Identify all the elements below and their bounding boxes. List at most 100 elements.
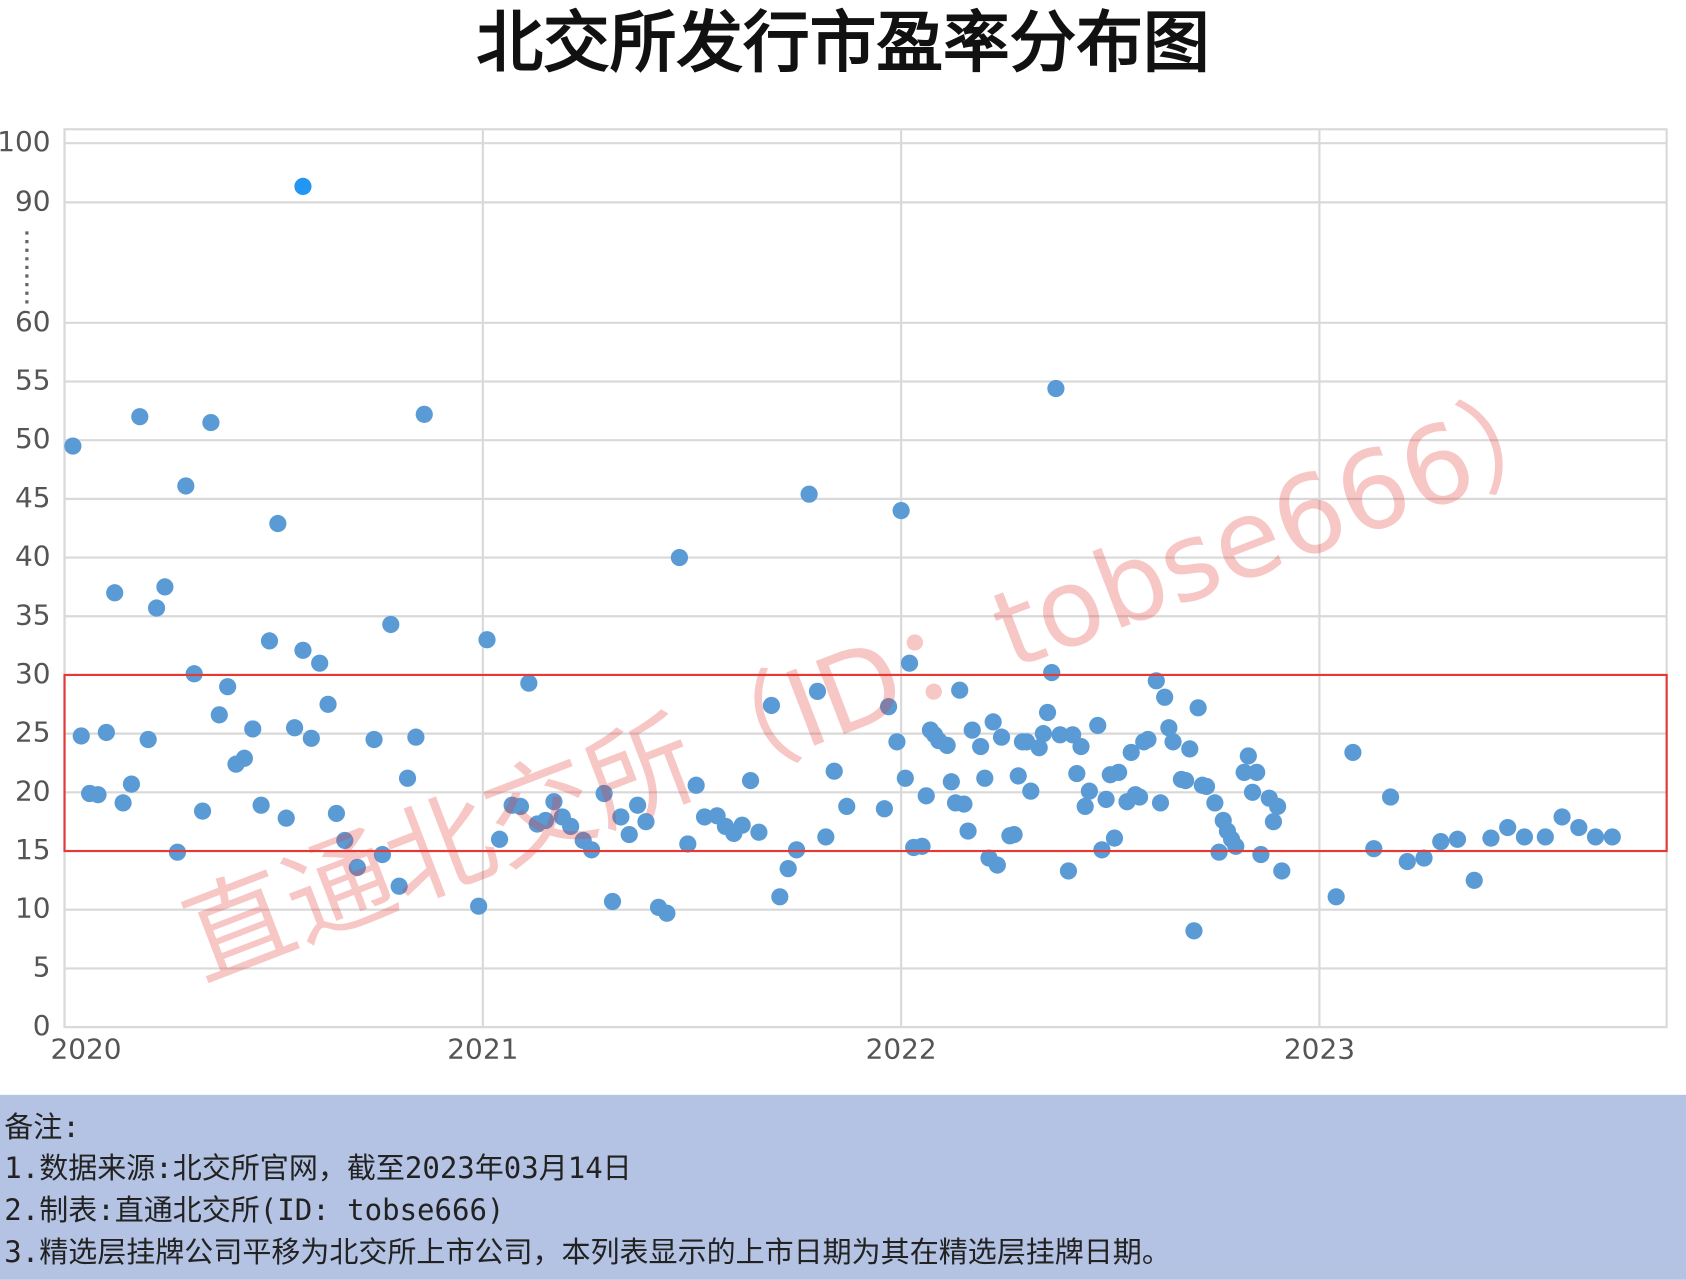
point	[1009, 767, 1027, 785]
point	[244, 720, 262, 738]
point	[1536, 828, 1554, 846]
point	[963, 721, 981, 739]
point	[612, 808, 630, 826]
point	[825, 762, 843, 780]
point	[838, 797, 856, 816]
point	[156, 578, 174, 596]
point	[1068, 764, 1086, 783]
point	[984, 713, 1002, 731]
point	[1022, 782, 1040, 800]
point	[808, 682, 827, 700]
footer-heading: 备注:	[4, 1110, 79, 1144]
point	[620, 825, 638, 844]
point	[750, 823, 768, 841]
point	[938, 736, 956, 754]
point	[1448, 830, 1467, 848]
point	[277, 809, 295, 827]
point	[327, 804, 346, 823]
point	[762, 696, 781, 715]
point	[1235, 763, 1253, 781]
point	[1553, 808, 1571, 826]
point	[1365, 840, 1383, 858]
point	[562, 817, 580, 835]
point	[679, 835, 697, 853]
point	[1243, 783, 1262, 801]
point	[390, 877, 408, 895]
point	[942, 773, 960, 791]
point	[1248, 763, 1266, 781]
point	[131, 408, 149, 426]
x-tick-label: 2021	[447, 1033, 518, 1066]
point	[741, 771, 760, 790]
point	[407, 728, 425, 746]
y-tick-label: 20	[15, 774, 51, 807]
point	[771, 888, 789, 906]
point	[900, 654, 919, 672]
point	[1072, 737, 1090, 756]
point	[1273, 862, 1291, 880]
point	[415, 405, 433, 423]
point	[1189, 699, 1207, 717]
point	[210, 706, 228, 724]
point	[97, 723, 115, 742]
point	[1465, 871, 1483, 889]
point	[336, 831, 354, 850]
y-tick-label: 5	[33, 950, 51, 983]
point	[139, 730, 157, 749]
y-tick-label: 0	[33, 1009, 51, 1042]
y-tick-label: 90	[15, 184, 51, 217]
point	[478, 631, 496, 649]
point	[348, 858, 366, 877]
point	[470, 897, 488, 915]
point	[1252, 845, 1270, 864]
point	[582, 841, 601, 859]
point	[1156, 688, 1174, 706]
point	[302, 729, 320, 747]
point	[1239, 747, 1257, 765]
point	[992, 728, 1011, 746]
point	[202, 413, 220, 432]
point	[490, 830, 509, 848]
point	[888, 733, 906, 751]
point	[955, 795, 973, 813]
point	[64, 437, 82, 455]
y-tick-label: 50	[15, 422, 51, 455]
point	[106, 584, 124, 602]
point	[1089, 716, 1107, 735]
point	[520, 674, 538, 692]
point	[1076, 797, 1094, 816]
point	[536, 811, 555, 830]
point	[311, 654, 329, 672]
footer-line: 1.数据来源:北交所官网，截至2023年03月14日	[4, 1151, 631, 1185]
point	[1038, 703, 1057, 722]
point	[879, 698, 898, 716]
point	[1160, 719, 1178, 737]
point	[1059, 862, 1078, 880]
point	[896, 769, 914, 787]
point	[294, 641, 312, 659]
point	[1264, 813, 1283, 831]
point	[787, 841, 806, 859]
point	[1570, 818, 1588, 837]
point	[959, 822, 977, 840]
notes: 1.数据来源:北交所官网，截至2023年03月14日 2.制表:直通北交所(ID:…	[4, 1151, 1171, 1269]
point	[1269, 797, 1287, 816]
point	[1206, 794, 1224, 812]
x-tick-label: 2023	[1284, 1033, 1355, 1066]
point	[1586, 828, 1605, 846]
point	[269, 514, 287, 533]
point	[687, 776, 705, 794]
y-tick-label: 15	[15, 833, 51, 866]
point	[1398, 852, 1416, 871]
highlight-band	[63, 673, 1668, 853]
point	[817, 828, 835, 846]
point	[1327, 888, 1345, 906]
y-tick-label: 100	[0, 125, 51, 158]
point	[1227, 837, 1245, 855]
point	[917, 787, 935, 805]
point	[1515, 828, 1534, 846]
point	[1030, 739, 1048, 757]
point	[382, 615, 400, 634]
point	[1381, 788, 1400, 806]
